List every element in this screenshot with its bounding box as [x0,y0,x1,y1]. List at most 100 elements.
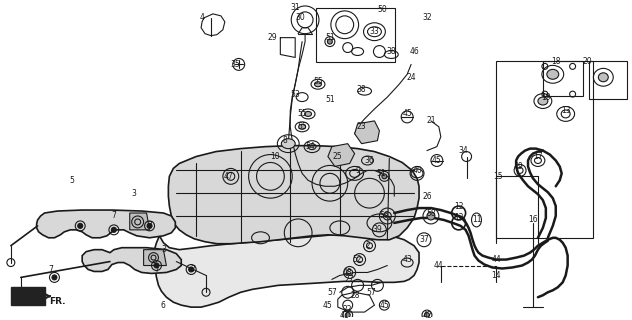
Ellipse shape [599,73,608,82]
Text: 35: 35 [231,60,241,69]
Text: 8: 8 [283,136,288,145]
Circle shape [425,313,429,317]
Text: 46: 46 [409,47,419,56]
Text: 55: 55 [297,109,307,118]
Text: 38: 38 [387,47,396,56]
Text: 7: 7 [111,212,116,220]
Text: 45: 45 [323,301,333,310]
Text: 24: 24 [406,73,416,82]
Ellipse shape [538,97,548,105]
Text: 55: 55 [313,77,323,86]
Polygon shape [143,250,166,266]
Text: 15: 15 [494,172,503,181]
Polygon shape [355,121,379,144]
Text: 28: 28 [351,291,360,300]
Text: 36: 36 [365,156,374,165]
Circle shape [345,313,350,317]
Text: 26: 26 [422,192,432,201]
Text: 19: 19 [541,92,550,101]
Text: 18: 18 [551,57,561,66]
Text: 57: 57 [367,288,377,297]
Text: 30: 30 [295,13,305,22]
Text: 56: 56 [379,212,389,220]
Text: 40: 40 [412,166,422,175]
Text: 11: 11 [471,215,481,224]
Text: 38: 38 [356,85,367,94]
Circle shape [427,212,435,220]
Bar [590,61,627,99]
Text: 37: 37 [419,235,429,244]
Circle shape [78,223,83,228]
Text: 45: 45 [432,156,442,165]
Text: 54: 54 [305,142,315,151]
Polygon shape [130,213,150,230]
Text: 13: 13 [561,107,571,116]
Circle shape [111,228,116,232]
Text: 41: 41 [340,310,349,320]
Text: 57: 57 [327,288,337,297]
Text: 33: 33 [370,27,379,36]
Ellipse shape [547,69,559,79]
Text: 53: 53 [290,90,300,99]
Text: 14: 14 [492,271,501,280]
Text: 39: 39 [372,225,382,234]
Text: 17: 17 [533,152,543,161]
Polygon shape [154,233,419,307]
Text: 49: 49 [513,162,523,171]
Circle shape [382,174,387,179]
Circle shape [52,275,57,280]
Text: 2: 2 [365,241,370,250]
Text: 44: 44 [434,261,444,270]
Text: 45: 45 [403,109,412,118]
Text: 12: 12 [454,202,463,211]
Text: 23: 23 [356,122,367,131]
Ellipse shape [305,111,312,116]
Polygon shape [82,248,181,274]
Text: 16: 16 [528,215,538,224]
Text: FR.: FR. [49,297,66,306]
Text: 7: 7 [147,221,152,230]
Text: 7: 7 [48,265,53,274]
Ellipse shape [281,139,295,148]
Text: 34: 34 [459,146,468,155]
Polygon shape [328,144,355,166]
Bar [316,8,395,62]
Ellipse shape [299,124,306,129]
Bar [543,61,583,96]
Text: 25: 25 [333,152,343,161]
Circle shape [327,39,332,44]
Text: 29: 29 [267,33,277,42]
Text: 48: 48 [343,268,353,277]
Text: 32: 32 [422,13,432,22]
Text: 58: 58 [426,209,435,218]
Text: 21: 21 [426,116,435,125]
Polygon shape [37,210,175,238]
Polygon shape [11,287,44,305]
Circle shape [189,267,193,272]
Circle shape [154,263,159,268]
Text: 27: 27 [345,275,355,284]
Text: 20: 20 [583,57,592,66]
Text: 43: 43 [403,255,412,264]
Text: 42: 42 [422,310,432,320]
Text: 45: 45 [379,301,389,310]
Text: 51: 51 [325,33,335,42]
Text: 52: 52 [353,255,362,264]
Text: 5: 5 [70,176,75,185]
Text: 6: 6 [161,301,166,310]
Text: 55: 55 [297,122,307,131]
Text: 47: 47 [224,172,234,181]
Text: 3: 3 [161,245,166,254]
Text: 10: 10 [270,152,280,161]
Text: 22: 22 [343,305,353,314]
Text: 50: 50 [377,5,387,14]
Polygon shape [168,146,419,244]
Text: 51: 51 [377,169,386,178]
Text: 4: 4 [200,13,205,22]
Text: 3: 3 [131,189,136,198]
Text: 31: 31 [290,4,300,12]
Text: 9: 9 [355,166,360,175]
Text: 44: 44 [492,255,501,264]
Ellipse shape [315,82,322,87]
Text: 51: 51 [325,95,335,104]
